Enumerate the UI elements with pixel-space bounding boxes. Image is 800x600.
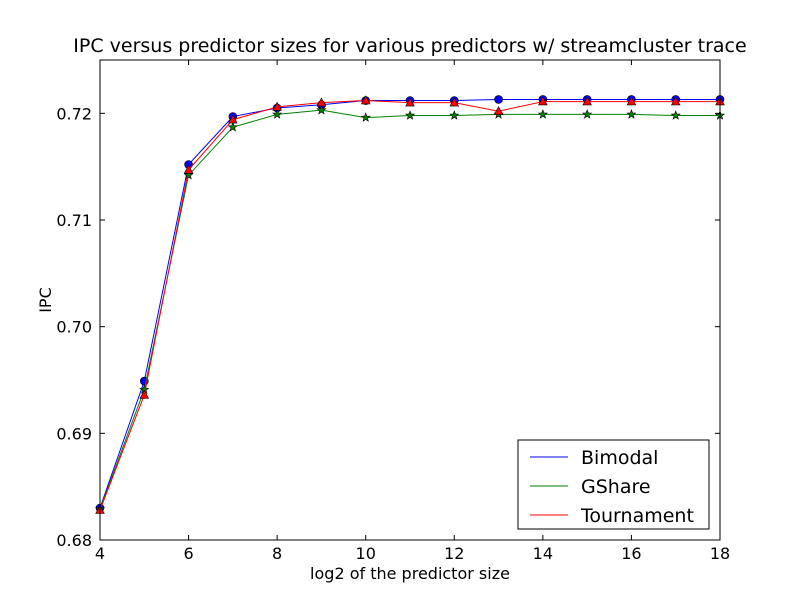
chart-title: IPC versus predictor sizes for various p… [73, 35, 746, 57]
data-point [626, 109, 637, 119]
data-point [537, 109, 548, 119]
data-point [316, 97, 327, 107]
x-tick-label: 6 [183, 544, 193, 563]
data-point [139, 389, 150, 399]
y-tick-label: 0.70 [56, 318, 92, 337]
data-point [183, 164, 194, 174]
legend-label: GShare [581, 476, 651, 498]
series-gshare [94, 104, 726, 514]
data-point [316, 104, 327, 115]
data-point [272, 101, 282, 111]
x-tick-label: 16 [621, 544, 641, 563]
y-axis-label: IPC [36, 287, 55, 313]
x-tick-label: 18 [710, 544, 730, 563]
y-tick-label: 0.68 [56, 531, 92, 550]
x-tick-label: 10 [356, 544, 376, 563]
data-point [183, 169, 194, 180]
x-tick-label: 12 [444, 544, 464, 563]
x-axis-label: log2 of the predictor size [310, 564, 510, 583]
data-point [670, 110, 681, 120]
series-tournament [95, 95, 725, 514]
legend-label: Tournament [580, 505, 694, 527]
data-point [582, 109, 593, 119]
data-point [360, 112, 371, 122]
legend-label: Bimodal [581, 447, 658, 469]
data-point [449, 110, 460, 120]
series-layer [94, 95, 726, 514]
x-tick-label: 4 [95, 544, 105, 563]
data-point [360, 95, 371, 105]
x-tick-label: 14 [533, 544, 553, 563]
y-tick-label: 0.71 [56, 211, 92, 230]
data-point [670, 96, 681, 106]
data-point [449, 97, 460, 107]
data-point [404, 110, 416, 120]
data-point [405, 97, 415, 107]
y-tick-label: 0.72 [56, 104, 92, 123]
legend-box [517, 439, 710, 530]
data-point [272, 109, 283, 119]
axis-ticks: 4 6 8 10 12 14 16 18 0.68 0.69 0.70 0.71 0.72 [56, 60, 730, 563]
x-tick-label: 8 [272, 544, 282, 563]
data-point [493, 106, 504, 115]
plot-border [99, 59, 721, 541]
data-point [582, 96, 592, 106]
legend: Bimodal GShare Tournament [517, 439, 710, 530]
data-point [227, 121, 238, 132]
data-point [494, 95, 503, 104]
data-point [626, 96, 637, 106]
y-tick-label: 0.69 [56, 424, 92, 443]
data-point [228, 114, 238, 124]
data-point [538, 96, 548, 106]
